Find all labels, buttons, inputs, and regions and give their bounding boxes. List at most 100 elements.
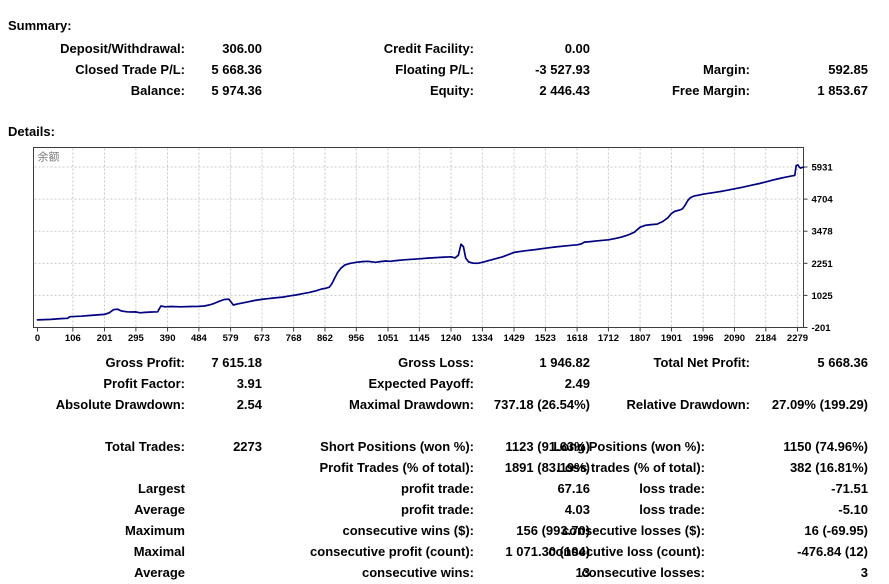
stats-row1-label-c3: Total Net Profit: — [653, 355, 750, 370]
x-tick-label: 2184 — [755, 333, 777, 344]
trades-row2-label-c3: Loss trades (% of total): — [556, 460, 705, 475]
trades-row4-label-c3: loss trade: — [639, 502, 705, 517]
stats-row2-value-c2: 2.49 — [564, 376, 590, 391]
trades-row5-value-c3: 16 (-69.95) — [804, 523, 868, 538]
trades-row5-value-c2: 156 (993.70) — [516, 523, 590, 538]
x-tick-label: 2279 — [787, 333, 808, 344]
trades-row3-label-c2: profit trade: — [401, 481, 474, 496]
x-tick-label: 579 — [223, 333, 239, 344]
trades-row4-label-c1: Average — [134, 502, 185, 517]
x-tick-label: 484 — [191, 333, 208, 344]
summary-row3-value-c2: 2 446.43 — [539, 83, 590, 98]
stats-row1-value-c3: 5 668.36 — [817, 355, 868, 370]
stats-row2-label-c2: Expected Payoff: — [368, 376, 474, 391]
x-tick-label: 106 — [65, 333, 81, 344]
trades-row7-label-c1: Average — [134, 565, 185, 580]
chart-series-title: 余额 — [38, 150, 60, 164]
summary-row3-label-c1: Balance: — [130, 83, 185, 98]
stats-row3-value-c3: 27.09% (199.29) — [771, 397, 868, 412]
trades-row3-value-c2: 67.16 — [557, 481, 590, 496]
x-tick-label: 0 — [35, 333, 40, 344]
trades-row3-value-c3: -71.51 — [831, 481, 868, 496]
x-tick-label: 1145 — [409, 333, 430, 344]
trades-row6-label-c3: consecutive loss (count): — [548, 544, 705, 559]
stats-row2-label-c1: Profit Factor: — [103, 376, 185, 391]
y-tick-label: -201 — [812, 323, 832, 334]
x-tick-label: 1996 — [693, 333, 714, 344]
trades-row7-value-c2: 13 — [575, 565, 590, 580]
summary-heading: Summary: — [8, 18, 72, 33]
x-tick-label: 1240 — [440, 333, 461, 344]
trades-row5-label-c3: consecutive losses ($): — [561, 523, 705, 538]
trades-row1-label-c3: Long Positions (won %): — [553, 439, 705, 454]
trades-row3-label-c1: Largest — [138, 481, 185, 496]
summary-row3-value-c1: 5 974.36 — [211, 83, 262, 98]
stats-row2-value-c1: 3.91 — [236, 376, 262, 391]
summary-row1-value-c2: 0.00 — [564, 41, 590, 56]
trades-row3-label-c3: loss trade: — [639, 481, 705, 496]
trades-row1-value-c3: 1150 (74.96%) — [783, 439, 868, 454]
summary-row1-value-c1: 306.00 — [222, 41, 262, 56]
x-tick-label: 201 — [97, 333, 114, 344]
x-tick-label: 1712 — [598, 333, 619, 344]
trades-row1-value-c1: 2273 — [233, 439, 262, 454]
trades-row1-label-c2: Short Positions (won %): — [320, 439, 474, 454]
x-tick-label: 295 — [128, 333, 145, 344]
summary-row2-value-c3: 592.85 — [828, 62, 868, 77]
x-tick-label: 673 — [254, 333, 270, 344]
x-tick-label: 768 — [286, 333, 302, 344]
summary-row2-label-c3: Margin: — [703, 62, 750, 77]
trades-row5-label-c1: Maximum — [125, 523, 185, 538]
y-tick-label: 2251 — [812, 259, 834, 270]
stats-row1-value-c1: 7 615.18 — [211, 355, 262, 370]
trades-row2-value-c2: 1891 (83.19%) — [504, 460, 590, 475]
x-tick-label: 1901 — [661, 333, 683, 344]
stats-row3-label-c3: Relative Drawdown: — [626, 397, 750, 412]
plot-border — [33, 147, 804, 328]
details-heading: Details: — [8, 124, 55, 139]
trades-row4-value-c2: 4.03 — [564, 502, 590, 517]
trades-row7-label-c2: consecutive wins: — [362, 565, 474, 580]
trades-row6-label-c1: Maximal — [133, 544, 185, 559]
x-tick-label: 1334 — [472, 333, 494, 344]
trades-row1-value-c2: 1123 (91.63%) — [505, 439, 590, 454]
summary-row1-label-c2: Credit Facility: — [383, 41, 474, 56]
trades-row4-label-c2: profit trade: — [401, 502, 474, 517]
trades-row5-label-c2: consecutive wins ($): — [342, 523, 474, 538]
summary-row2-label-c2: Floating P/L: — [395, 62, 474, 77]
trades-row6-label-c2: consecutive profit (count): — [310, 544, 474, 559]
x-tick-label: 390 — [160, 333, 176, 344]
trades-row6-value-c3: -476.84 (12) — [797, 544, 868, 559]
trades-row6-value-c2: 1 071.30 (104) — [505, 544, 590, 559]
x-tick-label: 2090 — [724, 333, 745, 344]
balance-chart: 0 106 201 295 390 484 579 673 768 862 956 1051 1145 1… — [30, 144, 885, 348]
summary-row3-label-c2: Equity: — [429, 83, 474, 98]
y-tick-label: 5931 — [812, 163, 834, 174]
summary-row3-label-c3: Free Margin: — [671, 83, 750, 98]
trades-row7-label-c3: consecutive losses: — [581, 565, 705, 580]
x-tick-label: 1429 — [503, 333, 524, 344]
summary-row1-label-c1: Deposit/Withdrawal: — [60, 41, 185, 56]
stats-row1-value-c2: 1 946.82 — [539, 355, 590, 370]
x-tick-label: 1051 — [377, 333, 399, 344]
y-tick-label: 4704 — [812, 195, 834, 206]
stats-row3-label-c1: Absolute Drawdown: — [55, 397, 185, 412]
stats-row1-label-c1: Gross Profit: — [105, 355, 185, 370]
y-tick-label: 3478 — [812, 227, 833, 238]
trades-row2-value-c3: 382 (16.81%) — [789, 460, 868, 475]
balance-line — [36, 164, 805, 321]
trades-row4-value-c3: -5.10 — [838, 502, 868, 517]
balance-chart-svg: 0 106 201 295 390 484 579 673 768 862 956 1051 1145 1… — [33, 147, 834, 344]
stats-row3-value-c1: 2.54 — [236, 397, 262, 412]
summary-row2-label-c1: Closed Trade P/L: — [75, 62, 185, 77]
x-tick-label: 1807 — [630, 333, 651, 344]
trades-row7-value-c3: 3 — [860, 565, 868, 580]
y-tick-label: 1025 — [812, 291, 834, 302]
summary-row2-value-c2: -3 527.93 — [535, 62, 590, 77]
stats-row3-label-c2: Maximal Drawdown: — [349, 397, 474, 412]
x-tick-label: 1523 — [535, 333, 556, 344]
stats-row3-value-c2: 737.18 (26.54%) — [493, 397, 590, 412]
trades-row2-label-c2: Profit Trades (% of total): — [319, 460, 474, 475]
trades-row1-label-c1: Total Trades: — [105, 439, 185, 454]
